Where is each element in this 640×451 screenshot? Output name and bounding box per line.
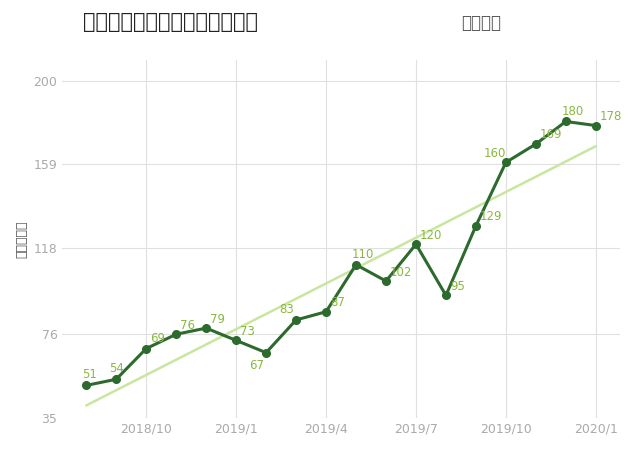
Text: 180: 180 (562, 105, 584, 118)
Text: 129: 129 (480, 210, 502, 223)
Text: 102: 102 (390, 266, 413, 279)
Text: 178: 178 (600, 110, 622, 123)
Text: 110: 110 (352, 248, 374, 261)
Text: 120: 120 (420, 229, 442, 242)
Text: 76: 76 (180, 319, 195, 331)
Text: 51: 51 (82, 368, 97, 382)
Text: 69: 69 (150, 331, 165, 345)
Text: 83: 83 (280, 303, 294, 316)
Text: 67: 67 (250, 359, 264, 373)
Text: 79: 79 (211, 313, 225, 326)
Y-axis label: 人数（名）: 人数（名） (15, 221, 28, 258)
Text: セブ島留学センターの利用者数: セブ島留学センターの利用者数 (83, 12, 258, 32)
Text: 54: 54 (109, 362, 124, 375)
Text: 73: 73 (240, 325, 255, 338)
Text: 95: 95 (450, 280, 465, 293)
Text: 169: 169 (540, 129, 563, 142)
Text: 160: 160 (484, 147, 506, 160)
Text: 87: 87 (330, 296, 345, 309)
Text: （月別）: （月別） (461, 14, 500, 32)
